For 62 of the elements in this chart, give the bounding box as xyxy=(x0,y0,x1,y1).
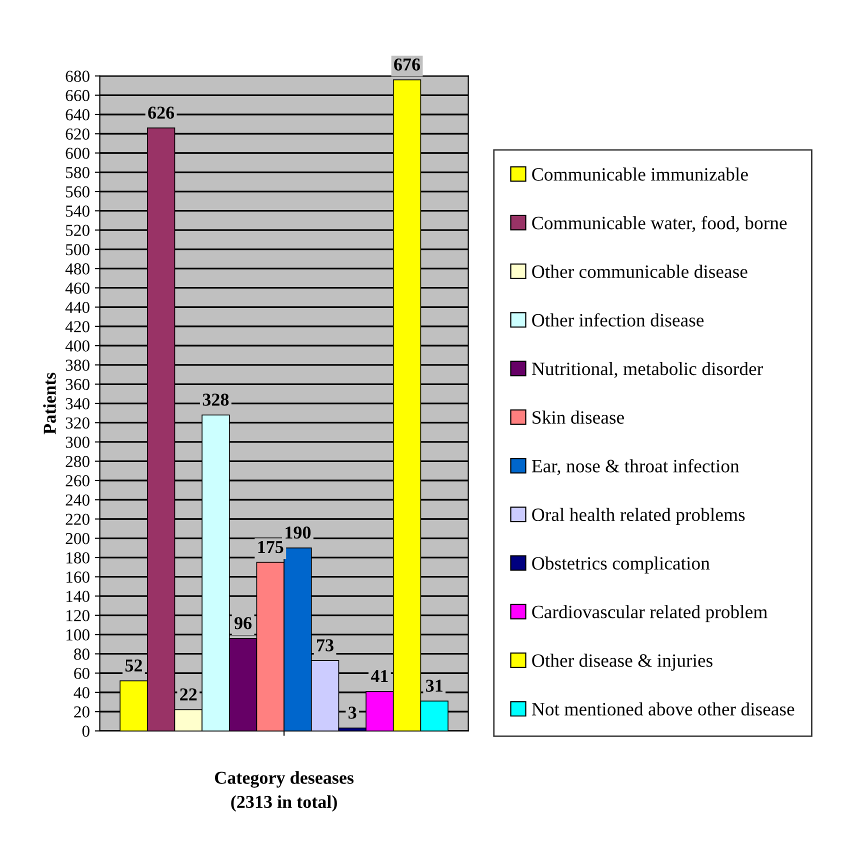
y-tick-label: 340 xyxy=(66,398,90,410)
data-label: 41 xyxy=(370,670,388,682)
legend-label: Not mentioned above other disease xyxy=(532,702,794,716)
legend-label: Obstetrics complication xyxy=(532,556,710,574)
y-tick-label: 420 xyxy=(65,321,90,332)
y-tick-label: 540 xyxy=(66,206,90,217)
y-tick-label: 300 xyxy=(66,436,90,448)
y-tick-label: 280 xyxy=(66,456,90,468)
y-tick-label: 80 xyxy=(74,648,90,660)
y-tick-label: 400 xyxy=(65,340,90,352)
legend-label: Other infection disease xyxy=(532,313,704,327)
y-tick-label: 20 xyxy=(74,706,90,718)
y-tick-label: 120 xyxy=(66,610,90,622)
legend-label: Other communicable disease xyxy=(532,264,748,278)
y-tick-label: 100 xyxy=(66,629,90,641)
legend-label: Cardiovascular related problem xyxy=(532,605,768,622)
y-tick-label: 180 xyxy=(66,552,90,564)
legend-label: Oral health related problems xyxy=(532,508,745,525)
y-tick-label: 60 xyxy=(74,668,90,680)
data-label: 175 xyxy=(258,541,284,554)
y-tick-label: 480 xyxy=(65,263,90,275)
y-tick-label: 680 xyxy=(66,70,90,82)
data-label: 626 xyxy=(148,106,174,119)
y-tick-label: 220 xyxy=(66,514,90,525)
y-tick-label: 140 xyxy=(66,590,90,602)
y-tick-label: 320 xyxy=(66,417,90,429)
data-label: 328 xyxy=(202,394,229,406)
y-tick-label: 260 xyxy=(66,475,90,486)
data-label: 190 xyxy=(286,526,311,539)
y-tick-label: 40 xyxy=(74,687,90,698)
legend-label: Skin disease xyxy=(532,410,624,424)
legend-label: Ear, nose & throat infection xyxy=(532,459,740,476)
legend-label: Other disease & injuries xyxy=(532,654,712,671)
y-tick-label: 620 xyxy=(66,128,90,140)
y-tick-label: 160 xyxy=(66,572,90,583)
x-axis-title: Category deseases xyxy=(214,771,354,788)
data-label: 73 xyxy=(317,639,334,652)
y-tick-label: 460 xyxy=(65,282,90,294)
legend-label: Communicable water, food, borne xyxy=(532,216,787,232)
y-tick-label: 560 xyxy=(66,186,90,198)
data-label: 676 xyxy=(394,58,420,71)
y-tick-label: 600 xyxy=(66,148,90,159)
y-tick-label: 360 xyxy=(66,378,90,390)
y-axis-title: Patients xyxy=(43,372,56,434)
y-tick-label: 380 xyxy=(66,360,90,371)
y-tick-label: 0 xyxy=(82,726,90,737)
y-tick-label: 580 xyxy=(66,166,90,178)
data-label: 31 xyxy=(426,680,442,692)
data-label: 22 xyxy=(180,688,197,700)
y-tick-label: 660 xyxy=(66,90,90,102)
y-tick-label: 440 xyxy=(65,302,90,314)
y-tick-label: 240 xyxy=(66,494,90,506)
legend-label: Nutritional, metabolic disorder xyxy=(532,362,763,378)
data-label: 3 xyxy=(348,706,356,719)
text: (2313 in total) xyxy=(231,795,337,812)
y-tick-label: 640 xyxy=(66,109,90,120)
y-tick-label: 500 xyxy=(66,244,90,256)
legend-label: Communicable immunizable xyxy=(532,168,748,181)
data-label: 96 xyxy=(234,617,252,630)
y-tick-label: 200 xyxy=(66,532,90,544)
data-label: 52 xyxy=(125,659,142,672)
y-tick-label: 520 xyxy=(66,224,90,236)
